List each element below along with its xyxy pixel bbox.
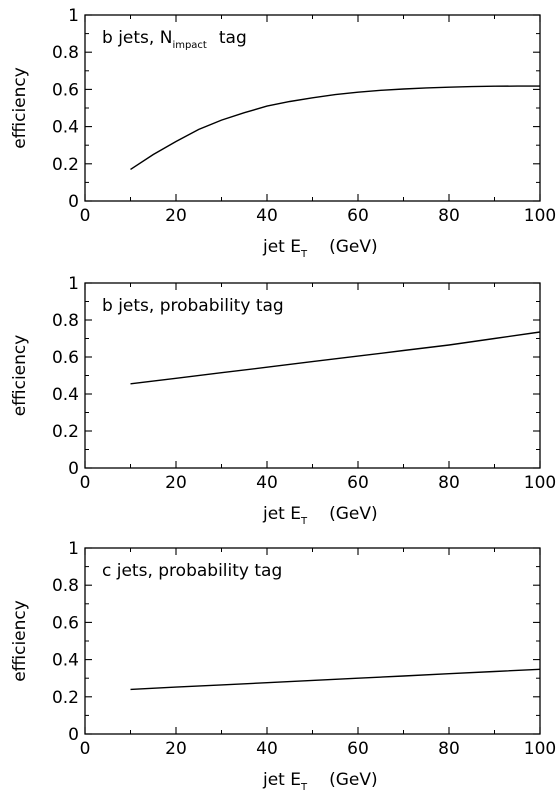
- y-tick-label: 0.6: [52, 348, 79, 368]
- x-tick-label: 80: [438, 206, 460, 226]
- y-axis-label: efficiency: [10, 67, 30, 149]
- panel-2: 0 20 40 60 80 100 0 0.2 0.4 0.6 0.8 1 efficiency jet …: [10, 274, 556, 527]
- x-tick-label: 40: [256, 739, 278, 759]
- x-tick-label: 100: [524, 739, 556, 759]
- y-axis-label: efficiency: [10, 600, 30, 682]
- y-tick-label: 0.4: [52, 385, 79, 405]
- x-tick-label: 100: [524, 473, 556, 493]
- x-tick-label: 20: [165, 739, 187, 759]
- panel-label: b jets, probability tag: [102, 296, 284, 316]
- y-tick-label: 0.4: [52, 118, 79, 138]
- y-tick-label: 1: [68, 274, 79, 294]
- panel-label: b jets, Nimpact tag: [102, 28, 247, 51]
- y-tick-label: 0.6: [52, 613, 79, 633]
- y-axis-label: efficiency: [10, 335, 30, 417]
- y-tick-label: 1: [68, 6, 79, 26]
- x-tick-label: 80: [438, 473, 460, 493]
- panel-label: c jets, probability tag: [102, 561, 282, 581]
- x-tick-label: 0: [80, 473, 91, 493]
- y-tick-label: 0.2: [52, 155, 79, 175]
- x-tick-label: 100: [524, 206, 556, 226]
- x-tick-label: 60: [347, 739, 369, 759]
- panel-3: 0 20 40 60 80 100 0 0.2 0.4 0.6 0.8 1 efficiency jet …: [10, 539, 556, 793]
- panel-1: 0 20 40 60 80 100 0 0.2 0.4 0.6 0.8 1 efficiency jet …: [10, 6, 556, 260]
- x-tick-label: 0: [80, 739, 91, 759]
- x-tick-label: 40: [256, 473, 278, 493]
- efficiency-curve: [130, 85, 540, 170]
- x-tick-label: 60: [347, 473, 369, 493]
- x-tick-label: 40: [256, 206, 278, 226]
- x-tick-label: 80: [438, 739, 460, 759]
- y-tick-label: 0: [68, 459, 79, 479]
- x-tick-label: 20: [165, 473, 187, 493]
- x-axis-label: jet ET (GeV): [262, 770, 378, 793]
- x-tick-label: 60: [347, 206, 369, 226]
- x-axis-label: jet ET (GeV): [262, 504, 378, 527]
- efficiency-curve: [130, 331, 541, 385]
- x-tick-label: 0: [80, 206, 91, 226]
- y-tick-label: 0.4: [52, 651, 79, 671]
- y-tick-label: 0.8: [52, 576, 79, 596]
- y-tick-label: 0: [68, 725, 79, 745]
- y-tick-label: 0.8: [52, 311, 79, 331]
- y-tick-label: 0.8: [52, 43, 79, 63]
- y-tick-label: 0: [68, 192, 79, 212]
- y-tick-label: 0.2: [52, 688, 79, 708]
- x-tick-label: 20: [165, 206, 187, 226]
- y-tick-label: 1: [68, 539, 79, 559]
- y-tick-label: 0.6: [52, 80, 79, 100]
- y-tick-label: 0.2: [52, 422, 79, 442]
- efficiency-curve: [130, 668, 541, 691]
- x-axis-label: jet ET (GeV): [262, 237, 378, 260]
